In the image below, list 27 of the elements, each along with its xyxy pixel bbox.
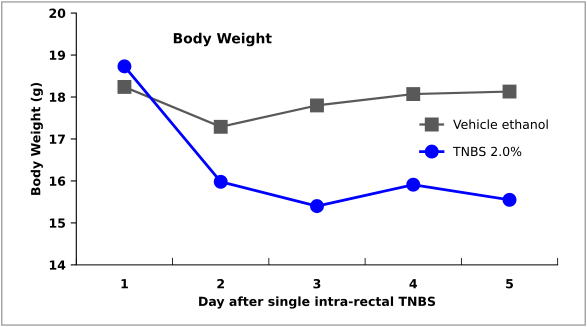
x-tick-label: 3: [313, 278, 320, 288]
x-tick-label: 2: [217, 278, 224, 288]
y-tick-label: 19: [50, 50, 66, 60]
point: [406, 87, 420, 102]
y-tick-label: 16: [50, 176, 66, 186]
y-axis-title: Body Weight (g): [30, 82, 43, 195]
legend-label: TNBS 2.0%: [452, 146, 522, 156]
x-tick-label: 4: [409, 279, 418, 288]
point: [406, 178, 420, 192]
point: [214, 120, 228, 134]
y-tick-label: 18: [50, 92, 66, 102]
point: [310, 98, 324, 112]
x-tick-label: 5: [506, 279, 513, 288]
y-tick-label: 14: [50, 260, 66, 270]
y-tick-label: 17: [50, 134, 65, 144]
point: [310, 199, 324, 214]
text: Body Weight: [174, 32, 272, 46]
point: [214, 174, 228, 189]
legend-label: Vehicle ethanol: [453, 119, 548, 130]
point: [118, 59, 132, 74]
point: [502, 84, 516, 98]
point: [118, 80, 132, 94]
x-axis-title: Day after single intra-rectal TNBS: [199, 296, 436, 309]
x-tick-label: 1: [122, 279, 128, 288]
y-tick-label: 20: [49, 8, 66, 18]
y-tick-label: 15: [50, 218, 66, 228]
point: [502, 192, 516, 207]
